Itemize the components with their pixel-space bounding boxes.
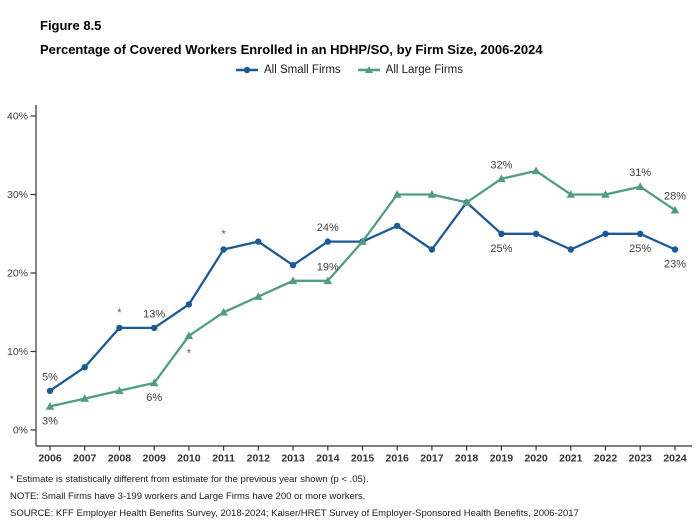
y-tick-label: 10% bbox=[7, 346, 28, 358]
footnotes: * Estimate is statistically different fr… bbox=[10, 471, 579, 522]
data-point-triangle bbox=[115, 386, 124, 395]
y-tick-label: 40% bbox=[7, 111, 28, 123]
data-point-label: 5% bbox=[42, 371, 58, 383]
series-line-triangle bbox=[48, 169, 677, 408]
data-point-triangle bbox=[635, 182, 645, 190]
data-point-label: 25% bbox=[490, 243, 512, 255]
x-tick-label: 2008 bbox=[108, 453, 132, 465]
x-tick-label: 2006 bbox=[38, 453, 62, 465]
footnote-significance: * Estimate is statistically different fr… bbox=[10, 474, 369, 485]
data-point-circle bbox=[428, 246, 436, 253]
x-tick-label: 2009 bbox=[143, 453, 167, 465]
data-point-circle bbox=[671, 246, 679, 253]
x-tick-label: 2012 bbox=[247, 453, 271, 465]
data-point-circle bbox=[151, 324, 158, 332]
data-point-triangle bbox=[497, 174, 506, 183]
data-point-label: 6% bbox=[146, 392, 162, 404]
y-tick-label: 20% bbox=[7, 268, 28, 280]
x-tick-label: 2010 bbox=[177, 453, 201, 465]
data-point-triangle bbox=[184, 331, 194, 340]
legend-item-all-small-firms: All Small Firms bbox=[235, 64, 341, 76]
data-point-label: 19% bbox=[317, 261, 339, 273]
data-point-circle bbox=[255, 238, 262, 245]
data-point-triangle bbox=[149, 378, 159, 387]
data-point-label: 13% bbox=[143, 308, 165, 320]
data-point-triangle bbox=[288, 276, 298, 285]
data-point-circle bbox=[498, 230, 505, 237]
data-point-label: 32% bbox=[490, 159, 512, 171]
x-tick-label: 2020 bbox=[524, 453, 548, 465]
small-firms-line-circle-icon bbox=[236, 66, 258, 74]
x-tick-label: 2018 bbox=[455, 453, 479, 465]
chart-legend: All Small Firms All Large Firms bbox=[0, 64, 698, 76]
x-tick-label: 2011 bbox=[212, 453, 235, 465]
x-tick-label: 2017 bbox=[420, 453, 444, 465]
x-tick-label: 2023 bbox=[629, 453, 653, 465]
data-point-circle bbox=[116, 324, 123, 332]
x-tick-label: 2014 bbox=[316, 453, 340, 465]
data-point-triangle bbox=[45, 402, 55, 410]
series-line-circle bbox=[48, 201, 677, 392]
data-point-triangle bbox=[323, 276, 333, 285]
figure-label: Figure 8.5 bbox=[40, 18, 102, 33]
data-point-triangle bbox=[392, 190, 402, 198]
data-point-circle bbox=[637, 230, 644, 237]
x-tick-label: 2016 bbox=[386, 453, 410, 465]
figure-title: Percentage of Covered Workers Enrolled i… bbox=[40, 42, 543, 57]
significance-asterisk: * bbox=[117, 307, 122, 319]
footnote-source: SOURCE: KFF Employer Health Benefits Sur… bbox=[10, 508, 579, 519]
data-point-triangle bbox=[80, 394, 89, 402]
x-tick-label: 2019 bbox=[490, 453, 514, 465]
legend-label-all-large-firms: All Large Firms bbox=[385, 64, 463, 76]
data-point-label: 23% bbox=[664, 259, 686, 271]
data-point-triangle bbox=[601, 190, 610, 198]
x-tick-label: 2024 bbox=[663, 453, 687, 465]
chart-header: Figure 8.5 Percentage of Covered Workers… bbox=[40, 18, 543, 57]
data-point-circle bbox=[289, 262, 297, 269]
footnote-note: NOTE: Small Firms have 3-199 workers and… bbox=[10, 491, 366, 502]
legend-label-all-small-firms: All Small Firms bbox=[264, 64, 341, 76]
significance-asterisk: * bbox=[221, 229, 226, 241]
x-tick-label: 2015 bbox=[351, 453, 375, 465]
data-point-triangle bbox=[531, 166, 541, 175]
data-point-circle bbox=[394, 222, 401, 230]
significance-asterisk: * bbox=[187, 347, 192, 359]
x-tick-label: 2007 bbox=[73, 453, 97, 465]
data-point-label: 25% bbox=[629, 243, 651, 255]
legend-item-all-large-firms: All Large Firms bbox=[357, 64, 463, 76]
data-point-triangle bbox=[427, 190, 437, 198]
y-tick-label: 30% bbox=[7, 189, 28, 201]
hdhp-enrollment-line-chart: 0% 10% 20% 30% 40% 2006 2007 2008 2009 2010 2011 20… bbox=[7, 105, 692, 465]
y-tick-label: 0% bbox=[13, 425, 28, 437]
x-tick-label: 2013 bbox=[281, 453, 305, 465]
x-tick-label: 2021 bbox=[559, 453, 583, 465]
data-point-triangle bbox=[358, 237, 367, 245]
data-point-circle bbox=[324, 238, 331, 245]
data-point-circle bbox=[567, 246, 574, 253]
data-point-circle bbox=[81, 364, 88, 371]
data-point-triangle bbox=[254, 292, 263, 300]
data-point-circle bbox=[220, 246, 227, 253]
large-firms-line-triangle-icon bbox=[357, 66, 380, 73]
data-point-label: 24% bbox=[317, 222, 339, 234]
data-point-circle bbox=[185, 301, 193, 308]
data-point-circle bbox=[532, 230, 540, 237]
data-point-triangle bbox=[566, 190, 576, 198]
data-point-label: 31% bbox=[629, 167, 651, 179]
data-point-triangle bbox=[219, 307, 228, 316]
data-point-triangle bbox=[670, 205, 680, 214]
data-point-label: 3% bbox=[42, 415, 58, 427]
data-point-circle bbox=[46, 387, 54, 394]
data-point-circle bbox=[602, 230, 609, 237]
x-tick-label: 2022 bbox=[594, 453, 618, 465]
data-point-triangle bbox=[462, 198, 471, 206]
data-point-label: 28% bbox=[664, 191, 686, 203]
